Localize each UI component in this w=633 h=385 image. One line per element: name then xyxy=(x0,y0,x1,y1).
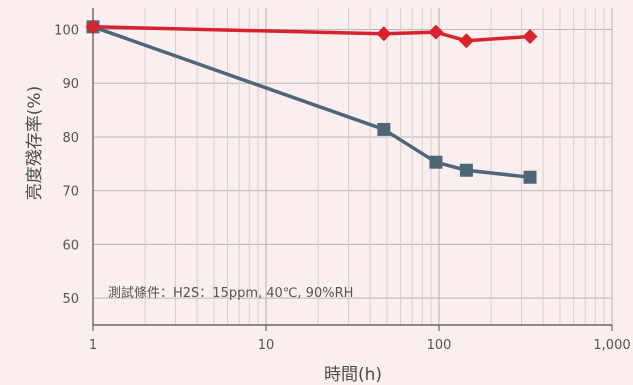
y-axis-label: 亮度殘存率(%) xyxy=(25,86,45,200)
x-ticks: 1 10 100 1,000 xyxy=(89,325,631,353)
x-tick-label: 1,000 xyxy=(593,338,630,353)
x-tick-label: 10 xyxy=(258,338,275,353)
series-1-point xyxy=(458,33,474,49)
y-tick-label: 60 xyxy=(62,238,79,253)
x-tick-label: 100 xyxy=(427,338,452,353)
series-2-point xyxy=(377,122,391,136)
series-1-point xyxy=(522,28,538,44)
y-tick-label: 100 xyxy=(54,23,79,38)
y-ticks: 50 60 70 80 90 100 xyxy=(54,23,79,307)
series-2-point xyxy=(429,155,443,169)
y-tick-label: 50 xyxy=(62,292,79,307)
series-2-line xyxy=(91,25,532,179)
series-2-point xyxy=(459,163,473,177)
y-tick-label: 80 xyxy=(62,131,79,146)
series-1-point xyxy=(428,24,444,40)
series-1-point xyxy=(85,19,101,35)
axes xyxy=(92,8,612,326)
y-tick-label: 70 xyxy=(62,185,79,200)
series-2-point xyxy=(523,170,537,184)
series xyxy=(85,19,538,184)
x-axis-label: 時間(h) xyxy=(324,365,382,385)
y-tick-label: 90 xyxy=(62,77,79,92)
x-tick-label: 1 xyxy=(89,338,97,353)
series-1-point xyxy=(376,26,392,42)
test-condition-annotation: 測試條件：H2S：15ppm, 40℃, 90%RH xyxy=(108,285,353,301)
